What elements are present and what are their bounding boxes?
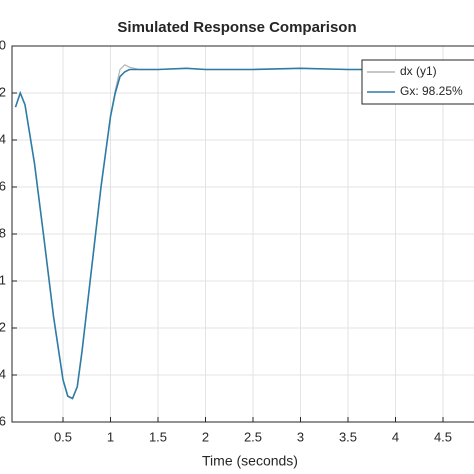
series-line (14, 67, 474, 400)
plot-area (11, 45, 474, 423)
y-tick-label: -1.4 (0, 366, 6, 381)
y-tick-label: -0.6 (0, 178, 6, 193)
x-tick-label: 3 (297, 429, 304, 444)
x-tick-label: 1 (107, 429, 114, 444)
y-tick-label: -0.4 (0, 131, 6, 146)
x-tick-label: 3.5 (339, 429, 357, 444)
y-tick-label: -1.6 (0, 413, 6, 428)
x-tick-label: 1.5 (149, 429, 167, 444)
x-axis-label: Time (seconds) (202, 453, 298, 469)
x-tick-label: 2 (202, 429, 209, 444)
y-tick-label: -1 (0, 272, 6, 287)
x-tick-label: 2.5 (244, 429, 262, 444)
series-line (14, 64, 474, 400)
legend-box (361, 59, 474, 105)
y-tick-label: -0.8 (0, 225, 6, 240)
x-tick-label: 4 (392, 429, 399, 444)
y-tick-label: -0.2 (0, 84, 6, 99)
y-tick-label: 0 (0, 37, 6, 52)
x-tick-label: 0.5 (54, 429, 72, 444)
x-tick-label: 4.5 (434, 429, 452, 444)
y-tick-label: -1.2 (0, 319, 6, 334)
legend-label: Gx: 98.25% (400, 84, 463, 98)
chart-title: Simulated Response Comparison (117, 19, 356, 36)
legend-label: dx (y1) (400, 64, 437, 78)
